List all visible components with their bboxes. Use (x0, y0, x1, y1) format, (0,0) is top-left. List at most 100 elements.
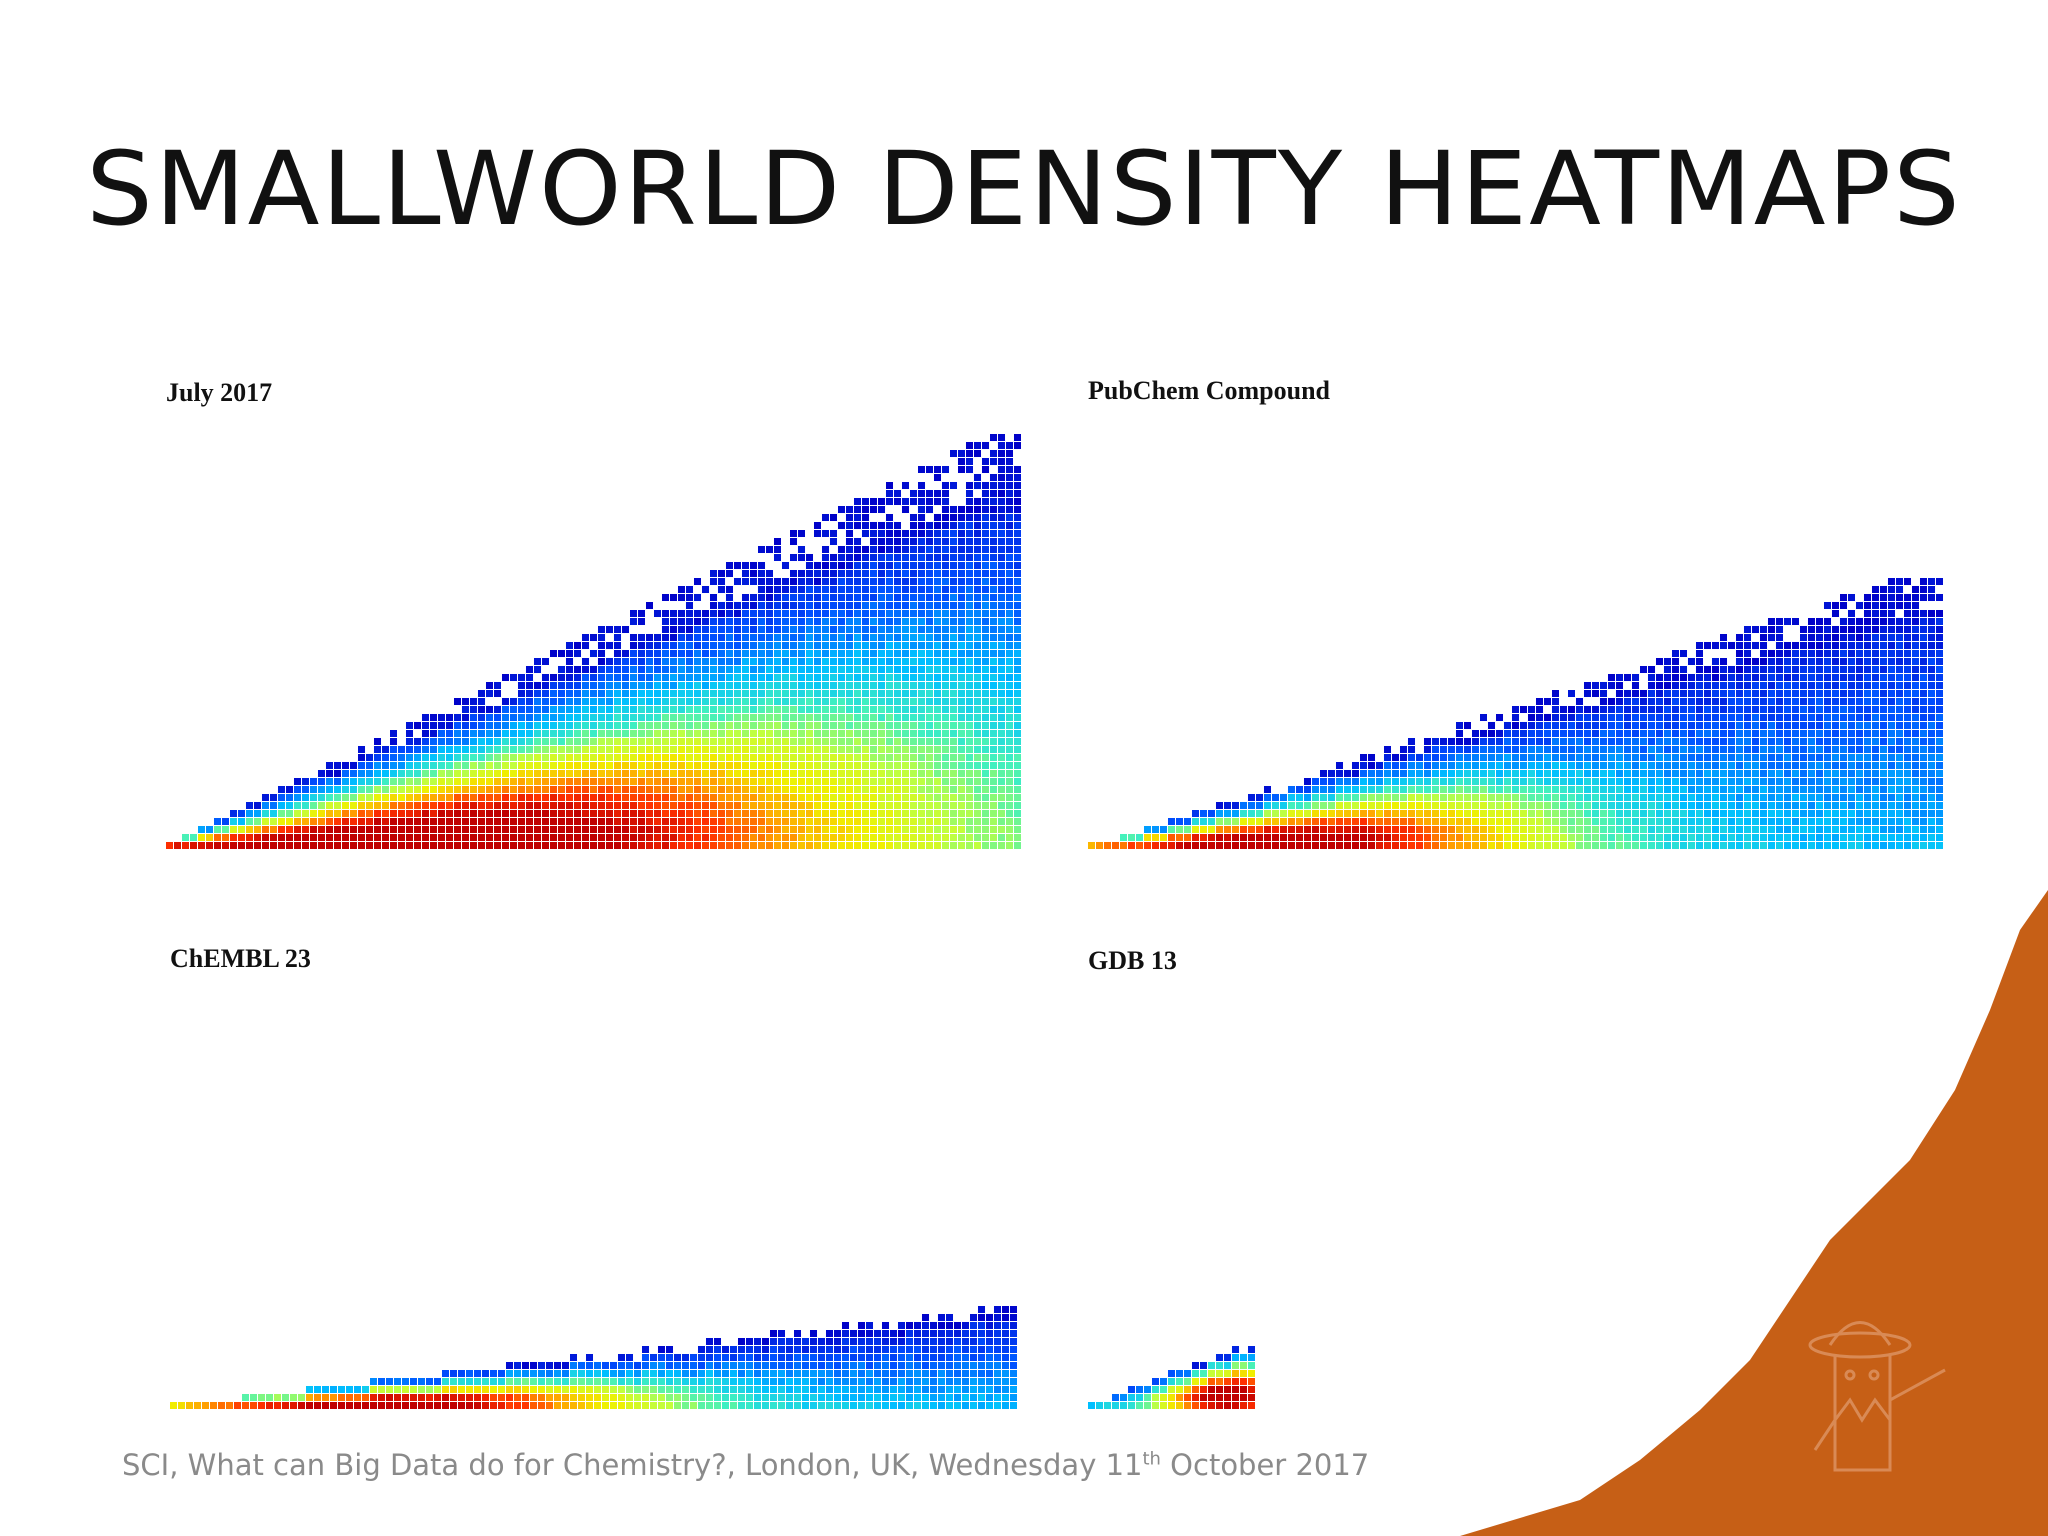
heatmap-cell (926, 802, 933, 809)
heatmap-cell (1880, 682, 1887, 689)
heatmap-cell (230, 826, 237, 833)
heatmap-cell (694, 722, 701, 729)
heatmap-cell (998, 810, 1005, 817)
heatmap-cell (950, 722, 957, 729)
heatmap-cell (670, 778, 677, 785)
heatmap-cell (558, 834, 565, 841)
heatmap-cell (1352, 826, 1359, 833)
heatmap-cell (538, 1362, 545, 1369)
heatmap-cell (558, 738, 565, 745)
heatmap-cell (1552, 754, 1559, 761)
heatmap-cell (526, 714, 533, 721)
heatmap-cell (1872, 682, 1879, 689)
heatmap-cell (406, 834, 413, 841)
heatmap-cell (646, 682, 653, 689)
heatmap-cell (1728, 810, 1735, 817)
heatmap-cell (750, 682, 757, 689)
heatmap-cell (798, 794, 805, 801)
heatmap-cell (286, 802, 293, 809)
heatmap-cell (766, 826, 773, 833)
heatmap-cell (1904, 778, 1911, 785)
heatmap-cell (678, 682, 685, 689)
heatmap-cell (1360, 810, 1367, 817)
heatmap-cell (1520, 762, 1527, 769)
heatmap-cell (1848, 650, 1855, 657)
heatmap-cell (654, 722, 661, 729)
heatmap-cell (422, 794, 429, 801)
heatmap-cell (734, 618, 741, 625)
heatmap-cell (1568, 714, 1575, 721)
heatmap-cell (1920, 754, 1927, 761)
heatmap-cell (446, 730, 453, 737)
heatmap-cell (742, 730, 749, 737)
heatmap-cell (454, 762, 461, 769)
heatmap-cell (862, 810, 869, 817)
panel-title-july-2017: July 2017 (166, 378, 273, 407)
heatmap-cell (1752, 818, 1759, 825)
heatmap-cell (1840, 738, 1847, 745)
heatmap-cell (614, 634, 621, 641)
heatmap-cell (942, 778, 949, 785)
heatmap-cell (974, 762, 981, 769)
heatmap-cell (702, 770, 709, 777)
heatmap-cell (998, 530, 1005, 537)
heatmap-cell (782, 802, 789, 809)
heatmap-cell (1832, 626, 1839, 633)
heatmap-cell (578, 1370, 585, 1377)
heatmap-cell (366, 762, 373, 769)
heatmap-cell (990, 722, 997, 729)
heatmap-cell (1408, 770, 1415, 777)
heatmap-cell (666, 1370, 673, 1377)
heatmap-cell (1192, 818, 1199, 825)
heatmap-cell (1936, 770, 1943, 777)
heatmap-cell (574, 674, 581, 681)
heatmap-cell (1520, 778, 1527, 785)
heatmap-cell (1568, 730, 1575, 737)
heatmap-cell (1840, 626, 1847, 633)
heatmap-cell (1808, 642, 1815, 649)
heatmap-cell (1488, 842, 1495, 849)
heatmap-cell (494, 746, 501, 753)
heatmap-cell (1440, 842, 1447, 849)
heatmap-cell (1600, 826, 1607, 833)
heatmap-cell (710, 770, 717, 777)
heatmap-cell (670, 618, 677, 625)
heatmap-cell (1640, 834, 1647, 841)
heatmap-cell (342, 786, 349, 793)
heatmap-cell (806, 602, 813, 609)
heatmap-cell (686, 674, 693, 681)
heatmap-cell (462, 794, 469, 801)
heatmap-cell (990, 642, 997, 649)
heatmap-cell (1688, 818, 1695, 825)
heatmap-cell (1800, 794, 1807, 801)
heatmap-cell (1832, 810, 1839, 817)
heatmap-cell (910, 554, 917, 561)
heatmap-cell (1808, 722, 1815, 729)
heatmap-cell (1888, 794, 1895, 801)
heatmap-cell (1840, 602, 1847, 609)
heatmap-cell (450, 1402, 457, 1409)
heatmap-cell (1824, 682, 1831, 689)
heatmap-cell (822, 650, 829, 657)
heatmap-cell (1760, 714, 1767, 721)
heatmap-cell (1504, 794, 1511, 801)
heatmap-cell (782, 586, 789, 593)
heatmap-cell (1416, 842, 1423, 849)
heatmap-cell (1512, 810, 1519, 817)
heatmap-cell (1896, 754, 1903, 761)
heatmap-cell (1192, 842, 1199, 849)
heatmap-cell (982, 490, 989, 497)
heatmap-cell (550, 698, 557, 705)
heatmap-cell (798, 690, 805, 697)
heatmap-cell (982, 722, 989, 729)
heatmap-cell (814, 610, 821, 617)
heatmap-cell (1720, 674, 1727, 681)
heatmap-cell (846, 818, 853, 825)
heatmap-cell (838, 706, 845, 713)
heatmap-cell (758, 602, 765, 609)
heatmap-cell (662, 770, 669, 777)
heatmap-cell (470, 722, 477, 729)
heatmap-cell (1912, 642, 1919, 649)
heatmap-cell (886, 658, 893, 665)
heatmap-cell (854, 658, 861, 665)
